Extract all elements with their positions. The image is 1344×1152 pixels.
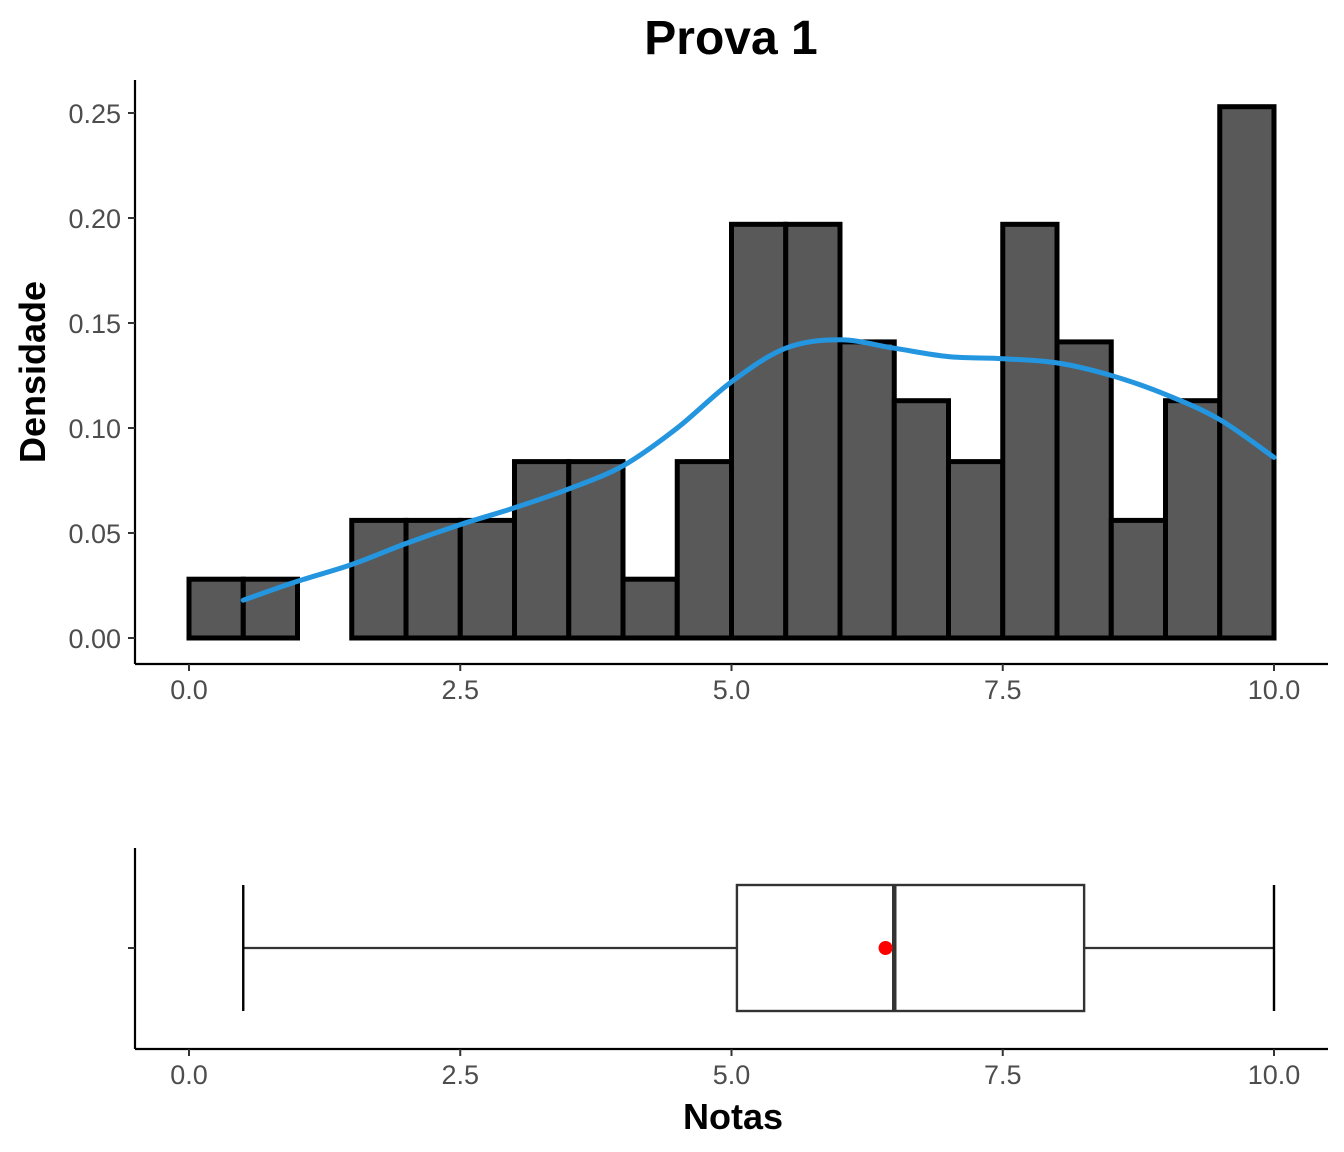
histogram-bar [566, 459, 626, 641]
histogram-bar [783, 221, 843, 641]
histogram-panel: 0.00 0.05 0.10 0.15 0.20 0.25 0.0 2.5 5.0 7.5 10.… [12, 80, 1328, 705]
x-tick-label: 0.0 [170, 1060, 208, 1090]
x-axis-title: Notas [683, 1096, 783, 1137]
y-tick-label: 0.10 [68, 414, 121, 444]
y-tick-label: 0.15 [68, 309, 121, 339]
x-tick-label: 7.5 [984, 675, 1022, 705]
x-tick-label: 2.5 [441, 1060, 479, 1090]
y-axis-title: Densidade [12, 281, 53, 463]
boxplot-panel: 0.0 2.5 5.0 7.5 10.0 Notas [128, 848, 1328, 1137]
x-tick-label: 5.0 [713, 1060, 751, 1090]
histogram-bar [891, 398, 951, 641]
iqr-box [735, 883, 1086, 1013]
histogram-bar [837, 339, 897, 641]
x-tick-label: 0.0 [170, 675, 208, 705]
boxplot-x-ticks: 0.0 2.5 5.0 7.5 10.0 [170, 1049, 1300, 1090]
x-tick-label: 7.5 [984, 1060, 1022, 1090]
histogram-bar [457, 517, 517, 641]
mean-point [878, 941, 893, 955]
y-tick-label: 0.05 [68, 519, 121, 549]
y-tick-label: 0.20 [68, 204, 121, 234]
histogram-bar [1000, 221, 1060, 641]
chart-title: Prova 1 [644, 12, 817, 65]
y-tick-label: 0.00 [68, 624, 121, 654]
histogram-y-ticks: 0.00 0.05 0.10 0.15 0.20 0.25 [68, 99, 135, 654]
x-tick-label: 10.0 [1248, 1060, 1301, 1090]
histogram-bar [1054, 339, 1114, 641]
histogram-bar [620, 576, 680, 641]
density-curve [240, 337, 1277, 603]
histogram-bar [1108, 517, 1168, 641]
x-tick-label: 2.5 [441, 675, 479, 705]
histogram-bar [186, 576, 246, 641]
histogram-bars [186, 104, 1277, 641]
histogram-bar [674, 459, 734, 641]
histogram-x-ticks: 0.0 2.5 5.0 7.5 10.0 [170, 664, 1300, 705]
y-tick-label: 0.25 [68, 99, 121, 129]
histogram-bar [1163, 398, 1223, 641]
histogram-bar [1217, 104, 1277, 641]
histogram-bar [349, 517, 409, 641]
histogram-bar [512, 459, 572, 641]
histogram-bar [729, 221, 789, 641]
histogram-bar [946, 459, 1006, 641]
x-tick-label: 5.0 [713, 675, 751, 705]
boxplot-elements [242, 883, 1276, 1013]
x-tick-label: 10.0 [1248, 675, 1301, 705]
